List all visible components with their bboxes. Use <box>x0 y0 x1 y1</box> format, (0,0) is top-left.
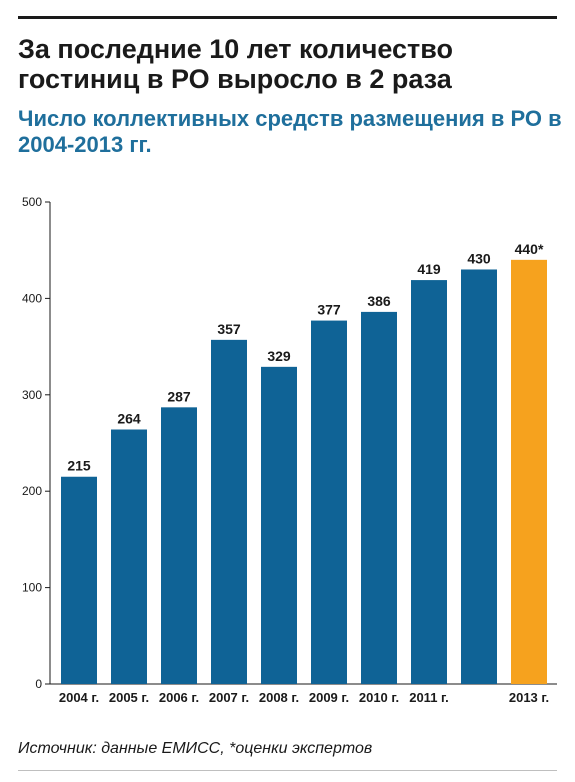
x-tick-label: 2006 г. <box>159 690 199 705</box>
bar-value-label: 440* <box>515 241 544 257</box>
bar <box>361 311 397 684</box>
y-tick-label: 0 <box>35 677 42 691</box>
bars <box>61 259 547 684</box>
bar-value-label: 386 <box>367 293 391 309</box>
y-tick-label: 200 <box>22 484 42 498</box>
bar <box>461 269 497 684</box>
bar-value-label: 377 <box>317 302 341 318</box>
y-tick-label: 500 <box>22 195 42 209</box>
bar <box>61 476 97 684</box>
bar <box>311 320 347 684</box>
bar <box>111 429 147 684</box>
bar-value-label: 264 <box>117 411 141 427</box>
y-tick-label: 100 <box>22 581 42 595</box>
x-tick-label: 2013 г. <box>509 690 549 705</box>
bar-value-label: 357 <box>217 321 241 337</box>
bar-value-label: 430 <box>467 250 491 266</box>
bar <box>411 280 447 684</box>
x-tick-label: 2008 г. <box>259 690 299 705</box>
bar-value-label: 287 <box>167 388 191 404</box>
x-tick-label: 2010 г. <box>359 690 399 705</box>
chart-title: За последние 10 лет количество гостиниц … <box>18 34 454 94</box>
data-labels: 215 264 287 357 329 377 386 419 430 440* <box>67 241 544 474</box>
bar <box>211 339 247 684</box>
bar <box>511 259 547 684</box>
bar-value-label: 329 <box>267 348 291 364</box>
bottom-rule <box>18 770 557 771</box>
bar <box>261 366 297 684</box>
source-note: Источник: данные ЕМИСС, *оценки эксперто… <box>18 740 373 757</box>
x-tick-label: 2004 г. <box>59 690 99 705</box>
x-tick-label: 2011 г. <box>409 690 449 705</box>
x-tick-label: 2005 г. <box>109 690 149 705</box>
x-tick-label: 2009 г. <box>309 690 349 705</box>
bar-value-label: 215 <box>67 458 91 474</box>
chart-subtitle: Число коллективных средств размещения в … <box>18 106 562 157</box>
bar-value-label: 419 <box>417 261 441 277</box>
y-tick-label: 300 <box>22 388 42 402</box>
bar <box>161 407 197 684</box>
x-axis-labels: 2004 г. 2005 г. 2006 г. 2007 г. 2008 г. 2009 … <box>59 690 549 705</box>
y-tick-label: 400 <box>22 291 42 305</box>
top-rule <box>18 16 557 19</box>
x-tick-label: 2007 г. <box>209 690 249 705</box>
